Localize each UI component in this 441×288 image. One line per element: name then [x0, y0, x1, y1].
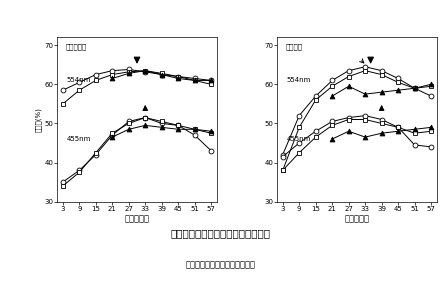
X-axis label: 開花後日数: 開花後日数 — [344, 215, 370, 223]
Text: ハルイシ: ハルイシ — [285, 43, 303, 50]
Text: ナキコムギ: ナキコムギ — [66, 43, 87, 50]
Text: 554nm: 554nm — [287, 77, 311, 84]
Text: ＊　図の表示方法は図１に従う: ＊ 図の表示方法は図１に従う — [186, 261, 255, 270]
Text: 455nm: 455nm — [287, 136, 311, 142]
Text: 図３　登熟に伴う小麦粉の色の推移: 図３ 登熟に伴う小麦粉の色の推移 — [171, 228, 270, 238]
Y-axis label: 反射率(%): 反射率(%) — [35, 107, 41, 132]
Text: 455nm: 455nm — [67, 136, 91, 142]
X-axis label: 開花後日数: 開花後日数 — [124, 215, 149, 223]
Text: 554nm: 554nm — [67, 77, 91, 84]
